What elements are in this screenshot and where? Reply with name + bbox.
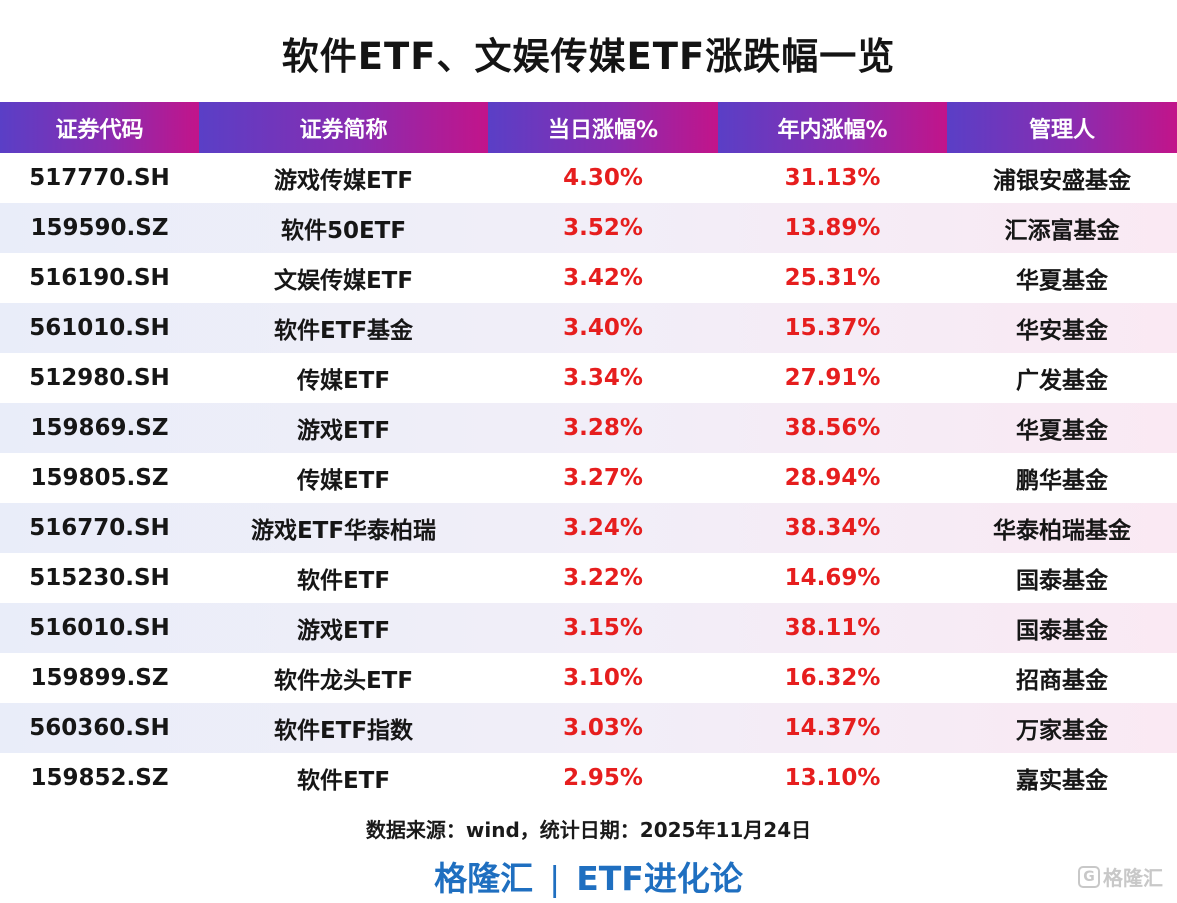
- cell-name: 软件ETF: [296, 568, 391, 594]
- cell-code: 560360.SH: [29, 715, 170, 741]
- cell-code: 561010.SH: [29, 315, 170, 341]
- cell-daily-change: 4.30%: [563, 165, 643, 191]
- cell-manager: 鹏华基金: [1016, 468, 1108, 494]
- column-header-manager: 管理人: [947, 102, 1177, 153]
- table-row: 159899.SZ 软件龙头ETF 3.10% 16.32% 招商基金: [0, 653, 1177, 703]
- table-row: 561010.SH 软件ETF基金 3.40% 15.37% 华安基金: [0, 303, 1177, 353]
- cell-code: 517770.SH: [29, 165, 170, 191]
- table-row: 159590.SZ 软件50ETF 3.52% 13.89% 汇添富基金: [0, 203, 1177, 253]
- cell-ytd-change: 15.37%: [784, 315, 881, 341]
- cell-daily-change: 3.34%: [563, 365, 643, 391]
- cell-ytd-change: 14.69%: [784, 565, 881, 591]
- cell-name: 游戏ETF华泰柏瑞: [250, 518, 437, 544]
- table-row: 560360.SH 软件ETF指数 3.03% 14.37% 万家基金: [0, 703, 1177, 753]
- cell-ytd-change: 27.91%: [784, 365, 881, 391]
- table-row: 517770.SH 游戏传媒ETF 4.30% 31.13% 浦银安盛基金: [0, 153, 1177, 203]
- cell-daily-change: 3.28%: [563, 415, 643, 441]
- table-row: 516770.SH 游戏ETF华泰柏瑞 3.24% 38.34% 华泰柏瑞基金: [0, 503, 1177, 553]
- cell-name: 传媒ETF: [296, 368, 391, 394]
- etf-table: 证券代码 证券简称 当日涨幅% 年内涨幅% 管理人 517770.SH 游戏传媒ETF 4.…: [0, 102, 1177, 803]
- cell-code: 516190.SH: [29, 265, 170, 291]
- cell-manager: 嘉实基金: [1016, 768, 1108, 794]
- cell-daily-change: 3.22%: [563, 565, 643, 591]
- cell-code: 512980.SH: [29, 365, 170, 391]
- cell-name: 游戏传媒ETF: [273, 168, 414, 194]
- cell-ytd-change: 28.94%: [784, 465, 881, 491]
- cell-daily-change: 3.24%: [563, 515, 643, 541]
- footer-brand-name: 格隆汇: [434, 859, 534, 898]
- table-row: 516190.SH 文娱传媒ETF 3.42% 25.31% 华夏基金: [0, 253, 1177, 303]
- cell-name: 软件50ETF: [280, 218, 407, 244]
- footer-column-name: ETF进化论: [576, 859, 743, 898]
- cell-ytd-change: 38.11%: [784, 615, 881, 641]
- table-row: 159869.SZ 游戏ETF 3.28% 38.56% 华夏基金: [0, 403, 1177, 453]
- cell-manager: 华泰柏瑞基金: [993, 518, 1131, 544]
- cell-name: 软件ETF基金: [273, 318, 414, 344]
- cell-daily-change: 3.10%: [563, 665, 643, 691]
- cell-manager: 万家基金: [1016, 718, 1108, 744]
- cell-name: 软件ETF: [296, 768, 391, 794]
- page-title: 软件ETF、文娱传媒ETF涨跌幅一览: [281, 35, 896, 78]
- watermark-logo-icon: G: [1078, 865, 1100, 888]
- column-header-name: 证券简称: [199, 102, 488, 153]
- data-source-note: 数据来源：wind，统计日期：2025年11月24日: [365, 818, 812, 842]
- cell-ytd-change: 38.56%: [784, 415, 881, 441]
- table-row: 159805.SZ 传媒ETF 3.27% 28.94% 鹏华基金: [0, 453, 1177, 503]
- cell-name: 软件龙头ETF: [273, 668, 414, 694]
- cell-name: 游戏ETF: [296, 618, 391, 644]
- cell-daily-change: 3.42%: [563, 265, 643, 291]
- cell-code: 159899.SZ: [30, 665, 169, 691]
- watermark-text: 格隆汇: [1103, 866, 1163, 890]
- cell-daily-change: 2.95%: [563, 765, 643, 791]
- cell-name: 文娱传媒ETF: [273, 268, 414, 294]
- table-header-row: 证券代码 证券简称 当日涨幅% 年内涨幅% 管理人: [0, 102, 1177, 153]
- cell-daily-change: 3.40%: [563, 315, 643, 341]
- cell-code: 159805.SZ: [30, 465, 169, 491]
- column-header-daily-change: 当日涨幅%: [488, 102, 718, 153]
- cell-manager: 广发基金: [1016, 368, 1108, 394]
- cell-name: 游戏ETF: [296, 418, 391, 444]
- cell-code: 516010.SH: [29, 615, 170, 641]
- cell-ytd-change: 38.34%: [784, 515, 881, 541]
- cell-daily-change: 3.52%: [563, 215, 643, 241]
- cell-manager: 华夏基金: [1016, 268, 1108, 294]
- table-row: 515230.SH 软件ETF 3.22% 14.69% 国泰基金: [0, 553, 1177, 603]
- footer-separator: |: [549, 859, 561, 898]
- cell-manager: 招商基金: [1016, 668, 1108, 694]
- cell-code: 159852.SZ: [30, 765, 169, 791]
- cell-daily-change: 3.27%: [563, 465, 643, 491]
- cell-code: 516770.SH: [29, 515, 170, 541]
- cell-ytd-change: 25.31%: [784, 265, 881, 291]
- cell-ytd-change: 31.13%: [784, 165, 881, 191]
- cell-ytd-change: 13.89%: [784, 215, 881, 241]
- cell-manager: 浦银安盛基金: [993, 168, 1131, 194]
- cell-name: 传媒ETF: [296, 468, 391, 494]
- cell-manager: 华夏基金: [1016, 418, 1108, 444]
- table-row: 159852.SZ 软件ETF 2.95% 13.10% 嘉实基金: [0, 753, 1177, 803]
- cell-manager: 国泰基金: [1016, 568, 1108, 594]
- cell-code: 515230.SH: [29, 565, 170, 591]
- table-body: 517770.SH 游戏传媒ETF 4.30% 31.13% 浦银安盛基金 159590.…: [0, 153, 1177, 803]
- footer-brand: 格隆汇 | ETF进化论: [0, 852, 1177, 900]
- watermark: G 格隆汇: [1078, 862, 1163, 891]
- table-row: 512980.SH 传媒ETF 3.34% 27.91% 广发基金: [0, 353, 1177, 403]
- cell-manager: 国泰基金: [1016, 618, 1108, 644]
- cell-ytd-change: 13.10%: [784, 765, 881, 791]
- cell-daily-change: 3.03%: [563, 715, 643, 741]
- column-header-code: 证券代码: [0, 102, 199, 153]
- cell-daily-change: 3.15%: [563, 615, 643, 641]
- cell-code: 159590.SZ: [30, 215, 169, 241]
- cell-ytd-change: 14.37%: [784, 715, 881, 741]
- cell-ytd-change: 16.32%: [784, 665, 881, 691]
- table-row: 516010.SH 游戏ETF 3.15% 38.11% 国泰基金: [0, 603, 1177, 653]
- cell-code: 159869.SZ: [30, 415, 169, 441]
- cell-manager: 汇添富基金: [1004, 218, 1120, 244]
- column-header-ytd-change: 年内涨幅%: [718, 102, 947, 153]
- cell-name: 软件ETF指数: [273, 718, 414, 744]
- cell-manager: 华安基金: [1016, 318, 1108, 344]
